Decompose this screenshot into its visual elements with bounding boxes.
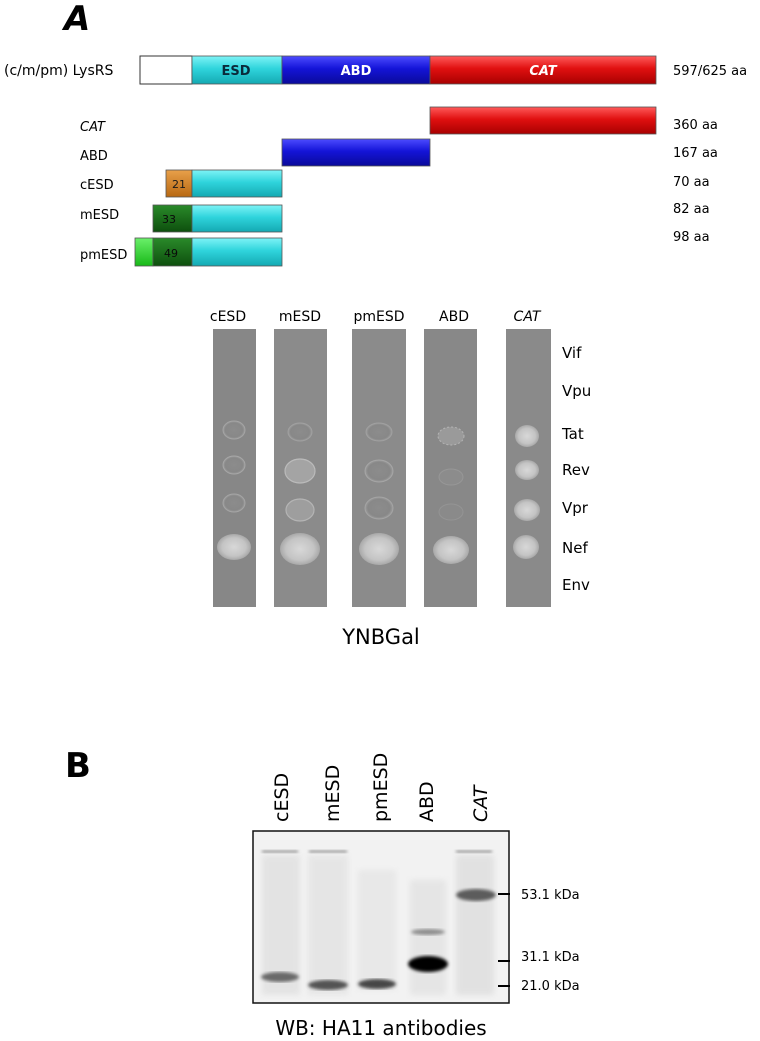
- colony-cat-rev: [515, 460, 539, 480]
- construct-bar-pmesd: [191, 237, 283, 267]
- colony-mesd-nef: [280, 533, 320, 565]
- assay-row-label-rev: Rev: [562, 461, 590, 479]
- colony-pmesd-tat: [365, 422, 393, 442]
- panel-b-label: B: [65, 746, 91, 786]
- construct-bar-mesd: [191, 204, 283, 233]
- colony-cat-nef: [513, 535, 539, 559]
- assay-row-label-nef: Nef: [562, 539, 588, 557]
- western-lane-labels: cESD mESD pmESD ABD CAT: [271, 753, 492, 822]
- assay-col-label-cesd: cESD: [210, 309, 246, 325]
- construct-bar-cat: [429, 106, 657, 135]
- colony-cesd-vpr: [222, 493, 246, 513]
- assay-row-label-env: Env: [562, 576, 590, 594]
- blot-band-cat: [456, 889, 496, 901]
- assay-medium-label: YNBGal: [341, 625, 420, 649]
- full-protein-label: (c/m/pm) LysRS: [4, 63, 113, 79]
- assay-colonies: [217, 420, 540, 565]
- construct-tag-label-mesd: 33: [162, 213, 176, 226]
- panel-a-label: A: [61, 0, 90, 39]
- blot-band-mesd: [308, 980, 348, 990]
- blot-lane-smear-mesd: [308, 855, 348, 995]
- colony-abd-tat: [437, 426, 465, 446]
- colony-abd-nef: [433, 536, 469, 564]
- construct-tag-pmesd-outer: [134, 237, 154, 267]
- construct-label-cesd: cESD: [80, 178, 114, 193]
- assay-col-label-cat: CAT: [514, 309, 542, 325]
- full-protein-abd-domain: [281, 55, 431, 85]
- full-protein-domain-label-esd: ESD: [221, 64, 250, 79]
- blot-band-abd-upper: [411, 929, 445, 935]
- assay-row-label-vif: Vif: [562, 344, 582, 362]
- assay-row-label-tat: Tat: [561, 425, 584, 443]
- assay-row-label-vpr: Vpr: [562, 499, 589, 517]
- blot-band-abd-main: [408, 956, 448, 972]
- full-protein-cat-domain: [429, 55, 657, 85]
- construct-tag-label-cesd: 21: [172, 178, 186, 191]
- full-protein-size: 597/625 aa: [673, 64, 747, 79]
- colony-cesd-tat: [222, 420, 246, 440]
- construct-label-mesd: mESD: [80, 208, 119, 223]
- construct-size-cesd: 70 aa: [673, 175, 710, 190]
- colony-cesd-rev: [222, 455, 246, 475]
- assay-col-label-abd: ABD: [439, 309, 469, 325]
- construct-label-cat: CAT: [80, 120, 106, 135]
- colony-cat-tat: [515, 425, 539, 447]
- mw-markers: 53.1 kDa 31.1 kDa 21.0 kDa: [498, 888, 580, 994]
- full-protein-domain-label-cat: CAT: [529, 64, 557, 79]
- assay-row-labels: Vif Vpu Tat Rev Vpr Nef Env: [561, 344, 591, 594]
- colony-mesd-rev: [284, 458, 316, 484]
- colony-pmesd-nef: [359, 533, 399, 565]
- full-protein-domain-label-abd: ABD: [341, 64, 372, 79]
- full-protein-esd-domain: [191, 55, 283, 85]
- blot-band-cesd: [261, 972, 299, 982]
- blot-caption: WB: HA11 antibodies: [275, 1016, 486, 1040]
- colony-pmesd-vpr: [364, 496, 394, 520]
- colony-pmesd-rev: [364, 459, 394, 483]
- blot-band-pmesd: [358, 979, 396, 989]
- assay-col-label-pmesd: pmESD: [353, 309, 404, 325]
- construct-tag-label-pmesd: 49: [164, 247, 178, 260]
- construct-label-abd: ABD: [80, 149, 108, 164]
- colony-abd-vpr: [438, 503, 464, 521]
- colony-abd-rev: [438, 468, 464, 486]
- blot-well-band-mesd: [309, 850, 347, 853]
- marker-label-31kda: 31.1 kDa: [521, 950, 580, 965]
- construct-bar-abd: [281, 138, 431, 167]
- colony-cat-vpr: [514, 499, 540, 521]
- assay-strip-abd: [424, 329, 477, 607]
- full-protein-n-term-box: [139, 55, 193, 85]
- blot-lane-label-cesd: cESD: [271, 773, 293, 822]
- marker-label-53kda: 53.1 kDa: [521, 888, 580, 903]
- construct-bar-cesd: [191, 169, 283, 198]
- assay-row-label-vpu: Vpu: [562, 382, 591, 400]
- blot-lane-label-cat: CAT: [470, 784, 492, 822]
- colony-mesd-tat: [287, 422, 313, 442]
- blot-lane-label-abd: ABD: [416, 781, 438, 822]
- construct-size-abd: 167 aa: [673, 146, 718, 161]
- blot-lane-smear-pmesd: [358, 870, 396, 990]
- assay-col-label-mesd: mESD: [279, 309, 321, 325]
- blot-well-band-cat: [456, 850, 492, 853]
- colony-cesd-nef: [217, 534, 251, 560]
- construct-size-cat: 360 aa: [673, 118, 718, 133]
- colony-mesd-vpr: [285, 498, 315, 522]
- construct-tag-mesd: [152, 204, 193, 233]
- blot-well-band-cesd: [262, 850, 298, 853]
- blot-lane-smear-cesd: [262, 855, 300, 995]
- marker-label-21kda: 21.0 kDa: [521, 979, 580, 994]
- construct-size-pmesd: 98 aa: [673, 230, 710, 245]
- blot-lane-smear-abd: [410, 880, 446, 995]
- western-blot: [252, 830, 510, 1004]
- blot-lane-smear-cat: [456, 855, 494, 995]
- blot-lane-label-pmesd: pmESD: [370, 753, 392, 822]
- construct-tag-pmesd: [152, 237, 193, 267]
- blot-lane-label-mesd: mESD: [322, 765, 344, 822]
- construct-label-pmesd: pmESD: [80, 248, 127, 263]
- construct-size-mesd: 82 aa: [673, 202, 710, 217]
